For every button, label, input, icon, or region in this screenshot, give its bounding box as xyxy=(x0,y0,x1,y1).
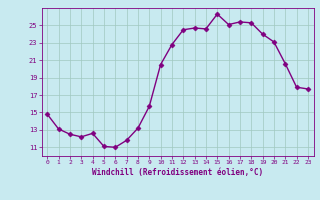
X-axis label: Windchill (Refroidissement éolien,°C): Windchill (Refroidissement éolien,°C) xyxy=(92,168,263,177)
